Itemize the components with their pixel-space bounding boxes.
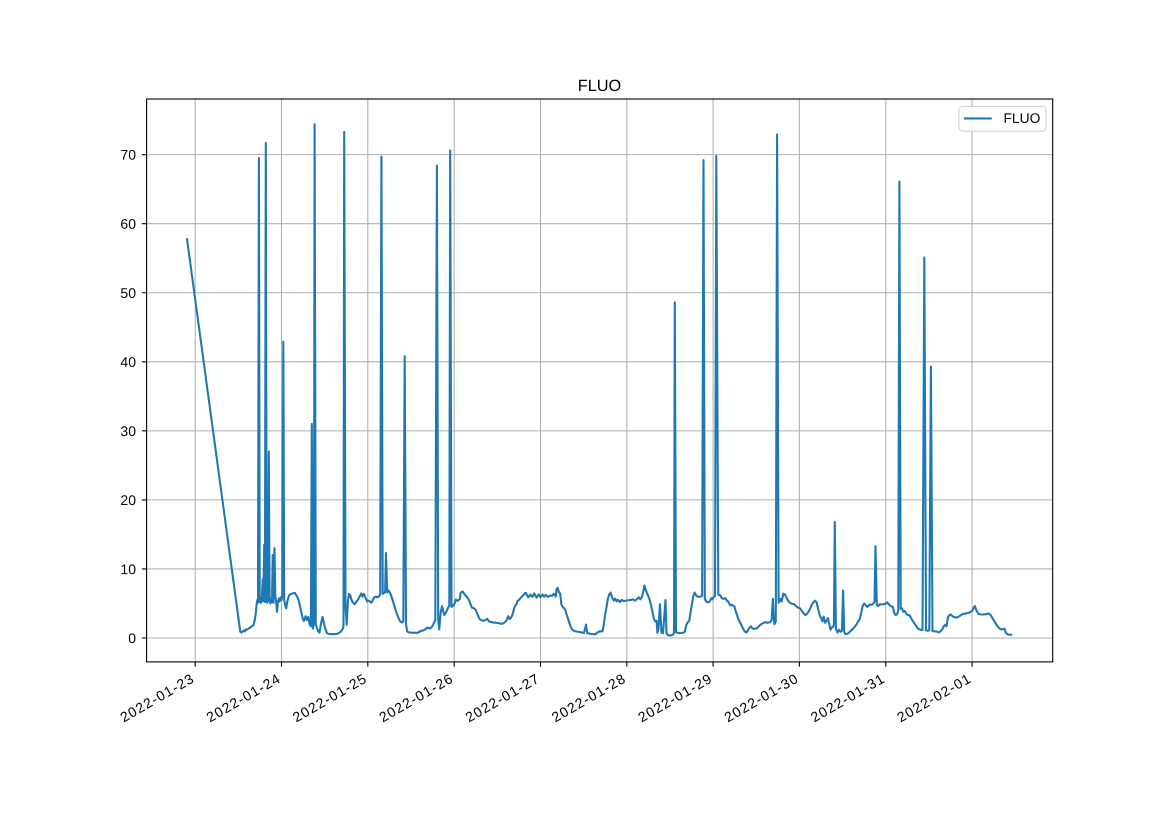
svg-text:40: 40 bbox=[120, 354, 136, 370]
svg-text:50: 50 bbox=[120, 285, 136, 301]
svg-text:70: 70 bbox=[120, 147, 136, 163]
svg-text:FLUO: FLUO bbox=[578, 77, 621, 95]
svg-text:FLUO: FLUO bbox=[1003, 111, 1040, 126]
svg-text:0: 0 bbox=[128, 630, 136, 646]
svg-text:30: 30 bbox=[120, 423, 136, 439]
svg-text:60: 60 bbox=[120, 216, 136, 232]
svg-text:20: 20 bbox=[120, 492, 136, 508]
svg-text:10: 10 bbox=[120, 561, 136, 577]
